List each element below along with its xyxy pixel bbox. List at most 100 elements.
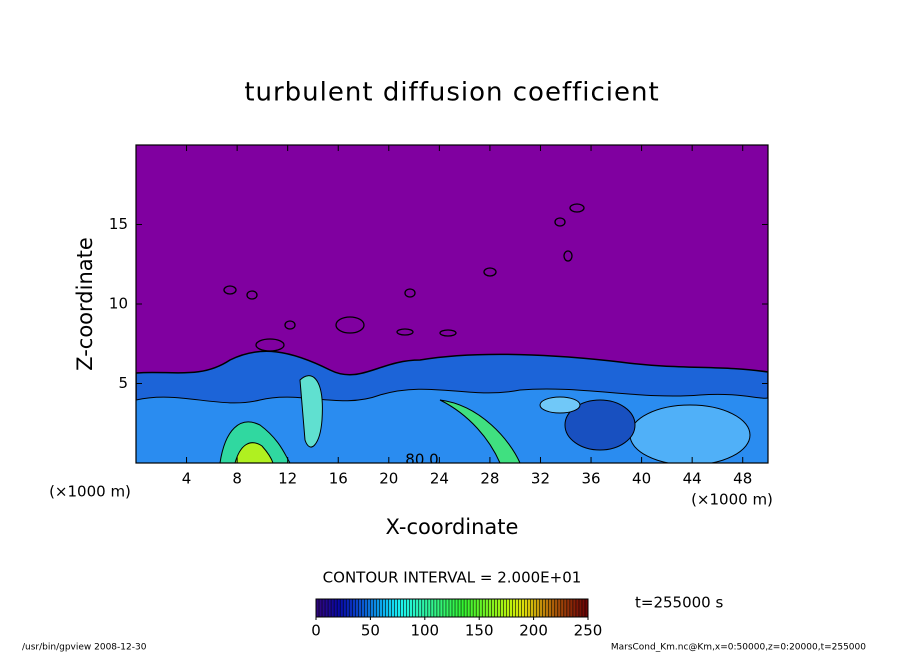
colorbar-stripe <box>515 599 519 617</box>
colorbar-stripe <box>479 599 483 617</box>
x-tick-label: 48 <box>733 470 752 488</box>
y-axis-label: Z-coordinate <box>73 237 97 371</box>
colorbar-stripe <box>379 599 383 617</box>
colorbar-stripe <box>346 599 350 617</box>
colorbar-stripe <box>382 599 386 617</box>
colorbar-tick-label: 200 <box>519 622 548 640</box>
x-tick-label: 12 <box>278 470 297 488</box>
colorbar-stripe <box>554 599 558 617</box>
contour-blobs <box>223 203 585 352</box>
colorbar-stripe <box>470 599 474 617</box>
colorbar: 0 50 100 150 200 250 <box>311 598 603 640</box>
colorbar-tick-label: 50 <box>361 622 380 640</box>
colorbar-stripe <box>319 599 323 617</box>
colorbar-stripe <box>376 599 380 617</box>
field-region <box>299 375 323 448</box>
x-tick-label: 28 <box>480 470 499 488</box>
colorbar-stripe <box>563 599 567 617</box>
colorbar-stripe <box>388 599 392 617</box>
field-region <box>439 399 521 463</box>
colorbar-stripe <box>536 599 540 617</box>
contour-interval: CONTOUR INTERVAL = 2.000E+01 <box>323 569 582 587</box>
footer-left: /usr/bin/gpview 2008-12-30 <box>22 643 147 653</box>
field-region <box>564 399 636 451</box>
y-tick-label: 15 <box>109 215 128 233</box>
y-unit: (×1000 m) <box>691 491 773 509</box>
colorbar-stripe <box>524 599 528 617</box>
y-tick-label: 10 <box>109 295 128 313</box>
colorbar-stripe <box>458 599 462 617</box>
colorbar-stripe <box>349 599 353 617</box>
colorbar-stripe <box>476 599 480 617</box>
colorbar-stripe <box>509 599 513 617</box>
colorbar-stripe <box>421 599 425 617</box>
colorbar-stripe <box>343 599 347 617</box>
colorbar-tick-label: 0 <box>311 622 321 640</box>
colorbar-stripe <box>433 599 437 617</box>
x-tick-label: 4 <box>182 470 192 488</box>
field-region <box>539 396 581 414</box>
colorbar-stripe <box>358 599 362 617</box>
colorbar-stripe <box>337 599 341 617</box>
colorbar-stripe <box>394 599 398 617</box>
colorbar-stripe <box>367 599 371 617</box>
colorbar-stripe <box>497 599 501 617</box>
colorbar-stripe <box>328 599 332 617</box>
colorbar-stripe <box>370 599 374 617</box>
x-tick-label: 24 <box>430 470 449 488</box>
colorbar-stripe <box>512 599 516 617</box>
colorbar-stripe <box>316 599 320 617</box>
colorbar-stripe <box>533 599 537 617</box>
colorbar-stripe <box>503 599 507 617</box>
colorbar-stripe <box>455 599 459 617</box>
colorbar-stripe <box>418 599 422 617</box>
colorbar-stripe <box>373 599 377 617</box>
colorbar-stripe <box>569 599 573 617</box>
x-tick-label: 16 <box>329 470 348 488</box>
colorbar-stripe <box>461 599 465 617</box>
colorbar-stripe <box>445 599 449 617</box>
colorbar-tick-label: 250 <box>574 622 603 640</box>
colorbar-stripe <box>464 599 468 617</box>
colorbar-stripe <box>340 599 344 617</box>
colorbar-stripe <box>452 599 456 617</box>
colorbar-stripe <box>521 599 525 617</box>
contour-label: 80.0 <box>405 451 438 469</box>
colorbar-stripe <box>331 599 335 617</box>
colorbar-stripe <box>581 599 585 617</box>
colorbar-stripe <box>439 599 443 617</box>
colorbar-stripe <box>400 599 404 617</box>
colorbar-stripe <box>566 599 570 617</box>
y-tick-label: 5 <box>118 374 128 392</box>
colorbar-stripe <box>397 599 401 617</box>
field: 80.0 <box>136 145 768 469</box>
colorbar-frame <box>315 598 589 618</box>
x-tick-label: 8 <box>232 470 242 488</box>
footer-right: MarsCond_Km.nc@Km,x=0:50000,z=0:20000,t=… <box>611 643 866 653</box>
colorbar-stripe <box>473 599 477 617</box>
colorbar-stripe <box>385 599 389 617</box>
colorbar-stripe <box>436 599 440 617</box>
colorbar-stripe <box>575 599 579 617</box>
colorbar-stripe <box>548 599 552 617</box>
colorbar-stripe <box>430 599 434 617</box>
x-tick-label: 32 <box>531 470 550 488</box>
colorbar-stripe <box>391 599 395 617</box>
colorbar-stripe <box>557 599 561 617</box>
colorbar-stripe <box>542 599 546 617</box>
colorbar-tick-label: 150 <box>465 622 494 640</box>
colorbar-stripe <box>442 599 446 617</box>
colorbar-stripe <box>491 599 495 617</box>
colorbar-stripe <box>494 599 498 617</box>
colorbar-stripe <box>364 599 368 617</box>
time-label: t=255000 s <box>635 594 723 612</box>
colorbar-stripe <box>352 599 356 617</box>
colorbar-stripe <box>448 599 452 617</box>
colorbar-tick-label: 100 <box>410 622 439 640</box>
colorbar-stripe <box>527 599 531 617</box>
colorbar-stripe <box>578 599 582 617</box>
colorbar-stripe <box>355 599 359 617</box>
colorbar-stripe <box>467 599 471 617</box>
x-axis-label: X-coordinate <box>386 515 519 539</box>
colorbar-stripe <box>361 599 365 617</box>
